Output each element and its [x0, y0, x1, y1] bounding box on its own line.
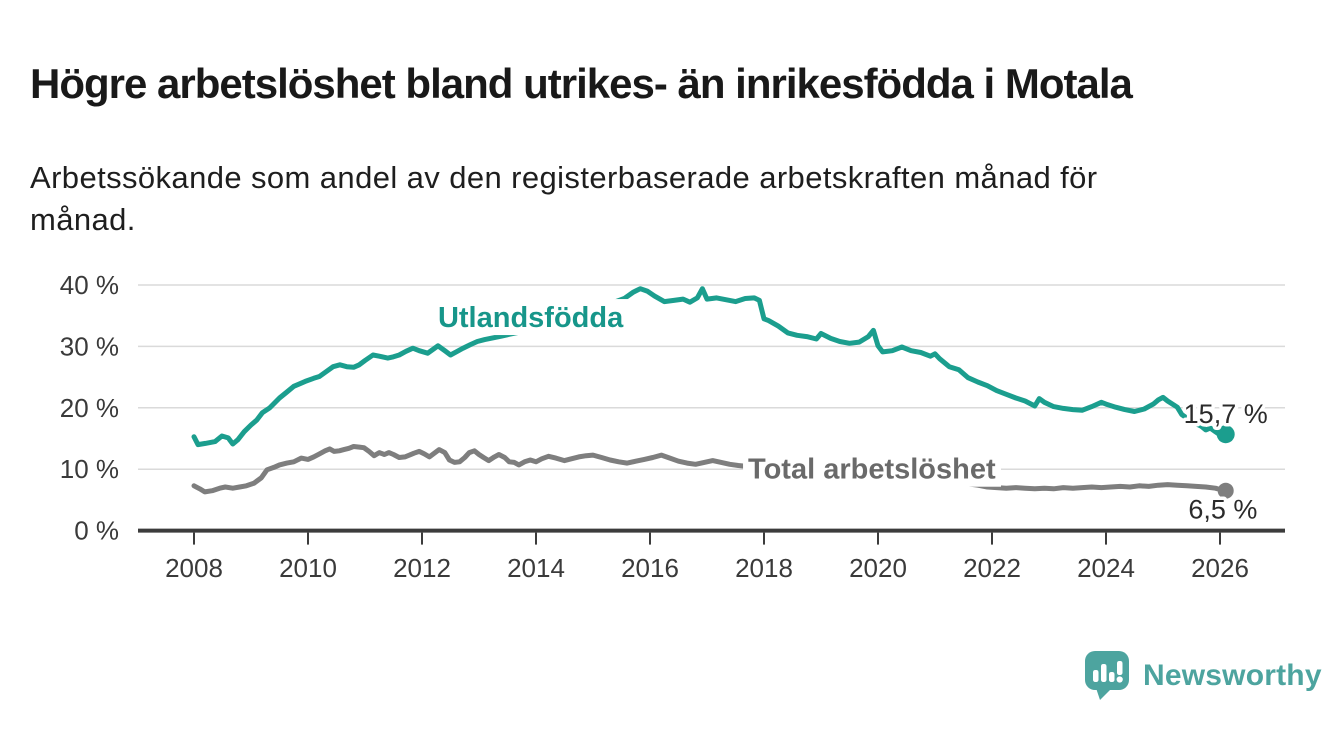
y-tick-label: 20 %: [60, 393, 119, 423]
x-tick-label: 2022: [963, 553, 1021, 583]
newsworthy-brand-name: Newsworthy: [1143, 658, 1322, 692]
end-value-label-total: 6,5 %: [1188, 495, 1257, 525]
chart-subtitle-line2: månad.: [30, 202, 136, 238]
series-label-total: Total arbetslöshet: [748, 454, 996, 486]
chart-subtitle: Arbetssökande som andel av den registerb…: [30, 157, 1270, 241]
end-value-label-utlandsfodda: 15,7 %: [1184, 399, 1268, 429]
y-tick-label: 30 %: [60, 331, 119, 361]
bar-chart-bubble-icon: [1085, 651, 1129, 700]
page-title: Högre arbetslöshet bland utrikes- än inr…: [30, 60, 1133, 108]
y-tick-label: 0 %: [74, 516, 119, 546]
y-tick-label: 10 %: [60, 454, 119, 484]
x-tick-label: 2016: [621, 553, 679, 583]
series-line-total: [191, 444, 747, 495]
x-tick-label: 2012: [393, 553, 451, 583]
x-tick-label: 2008: [165, 553, 223, 583]
y-tick-label: 40 %: [60, 270, 119, 300]
x-tick-label: 2018: [735, 553, 793, 583]
x-tick-label: 2014: [507, 553, 565, 583]
series-label-halo-total: [743, 450, 1002, 487]
x-tick-label: 2024: [1077, 553, 1135, 583]
x-tick-label: 2026: [1191, 553, 1249, 583]
x-tick-label: 2010: [279, 553, 337, 583]
newsworthy-logo: Newsworthy: [1084, 650, 1322, 701]
series-line-total: [958, 480, 1229, 494]
series-label-halo-utlandsfodda: [432, 299, 630, 336]
endpoint-dot-total: [1217, 482, 1234, 499]
series-label-utlandsfodda: Utlandsfödda: [438, 302, 624, 334]
chart-subtitle-line1: Arbetssökande som andel av den registerb…: [30, 160, 1098, 195]
series-line-utlandsfodda: [191, 286, 1229, 448]
x-tick-label: 2020: [849, 553, 907, 583]
endpoint-dot-utlandsfodda: [1216, 425, 1235, 444]
